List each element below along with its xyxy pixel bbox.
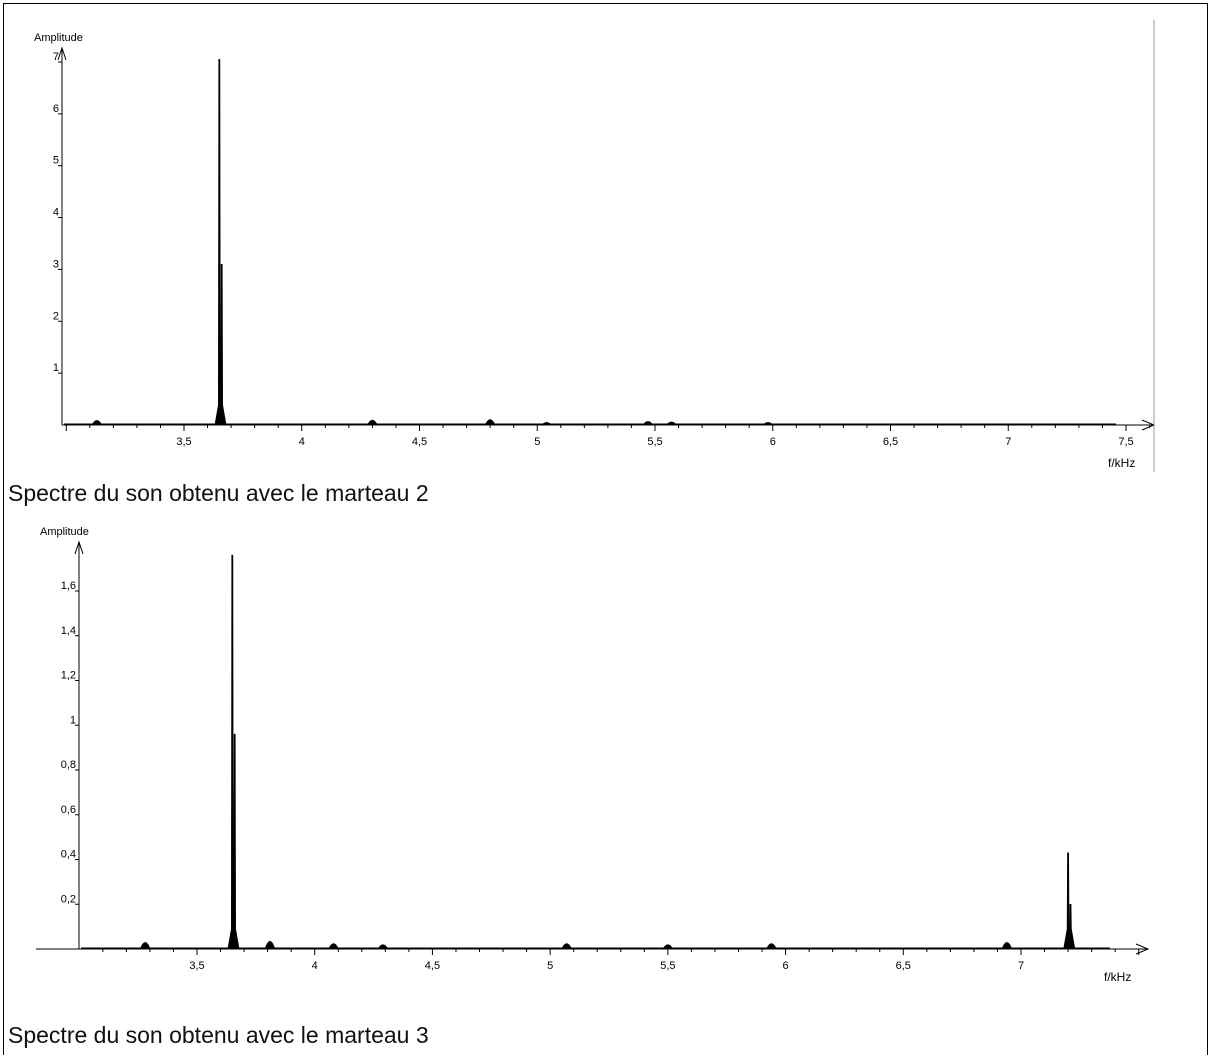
- chart-1-y-tick-label: 7: [53, 51, 59, 63]
- chart-2-x-tick-label: 5: [547, 960, 553, 972]
- chart-1-x-tick-label: 5: [534, 436, 540, 448]
- chart-2-plot-area: 3,5 4 4,5 5 5,5 6 6,5 7 0,2 0,4 0,6 0,8 1 1,2 1,4 1,6: [36, 540, 1150, 972]
- chart-1-y-tick-label: 1: [53, 362, 59, 374]
- chart-2-x-tick-label: 7: [1018, 960, 1024, 972]
- chart-1-x-tick-label: 4,5: [412, 436, 427, 448]
- chart-1-y-tick-label: 2: [53, 310, 59, 322]
- chart-2-y-tick-label: 0,2: [61, 893, 76, 905]
- chart-1-y-tick-label: 4: [53, 207, 59, 219]
- chart-1-x-tick-label: 5,5: [647, 436, 662, 448]
- chart-1-x-tick-label: 3,5: [176, 436, 191, 448]
- spectrum-chart-1-svg: 3,5 4 4,5 5 5,5 6 6,5 7 7,5 1 2 3 4 5 6 7 Amplitude f/k…: [34, 20, 1156, 472]
- chart-1-noise-floor: [64, 423, 1116, 425]
- chart-2-x-tick-label: 5,5: [660, 960, 675, 972]
- chart-1-y-axis-arrow: [57, 46, 67, 61]
- spectrum-chart-hammer-3: 3,5 4 4,5 5 5,5 6 6,5 7 0,2 0,4 0,6 0,8 1 1,2 1,4 1,6 A…: [6, 512, 1206, 997]
- spectrum-chart-hammer-2: 3,5 4 4,5 5 5,5 6 6,5 7 7,5 1 2 3 4 5 6 7 Amplitude f/k…: [6, 20, 1206, 475]
- chart-1-x-tick-label: 6,5: [883, 436, 898, 448]
- chart-2-y-axis-label: Amplitude: [40, 526, 89, 538]
- chart-1-x-axis-label: f/kHz: [1108, 456, 1135, 470]
- chart-2-caption: Spectre du son obtenu avec le marteau 3: [8, 1022, 429, 1048]
- chart-2-x-tick-label: 4,5: [425, 960, 440, 972]
- chart-2-y-tick-label: 1,6: [61, 580, 76, 592]
- chart-1-x-tick-label: 6: [770, 436, 776, 448]
- chart-1-x-tick-label: 7,5: [1118, 436, 1133, 448]
- chart-2-y-tick-label: 0,8: [61, 759, 76, 771]
- chart-2-x-tick-label: 6: [783, 960, 789, 972]
- chart-2-y-tick-label: 1,4: [61, 625, 76, 637]
- chart-2-x-axis-arrow: [1135, 943, 1150, 955]
- chart-2-x-axis-label: f/kHz: [1104, 970, 1131, 984]
- chart-2-y-tick-label: 0,6: [61, 804, 76, 816]
- chart-1-x-tick-label: 4: [299, 436, 305, 448]
- chart-2-y-tick-label: 1,2: [61, 670, 76, 682]
- chart-2-noise-floor: [81, 947, 1110, 949]
- chart-2-y-tick-label: 1: [70, 714, 76, 726]
- chart-1-x-tick-label: 7: [1005, 436, 1011, 448]
- figure-frame: [3, 3, 1208, 1055]
- chart-1-caption: Spectre du son obtenu avec le marteau 2: [8, 480, 429, 506]
- chart-1-y-axis-label: Amplitude: [34, 32, 83, 44]
- chart-1-y-tick-label: 5: [53, 155, 59, 167]
- chart-2-y-tick-label: 0,4: [61, 849, 76, 861]
- chart-2-x-tick-label: 4: [312, 960, 318, 972]
- chart-1-plot-area: 3,5 4 4,5 5 5,5 6 6,5 7 7,5 1 2 3 4 5 6 7: [53, 20, 1156, 472]
- chart-1-y-tick-label: 3: [53, 258, 59, 270]
- chart-1-y-tick-label: 6: [53, 103, 59, 115]
- spectrum-chart-2-svg: 3,5 4 4,5 5 5,5 6 6,5 7 0,2 0,4 0,6 0,8 1 1,2 1,4 1,6 A…: [36, 526, 1150, 984]
- chart-2-x-tick-label: 3,5: [189, 960, 204, 972]
- chart-2-x-tick-label: 6,5: [896, 960, 911, 972]
- chart-2-y-axis-arrow: [74, 540, 84, 555]
